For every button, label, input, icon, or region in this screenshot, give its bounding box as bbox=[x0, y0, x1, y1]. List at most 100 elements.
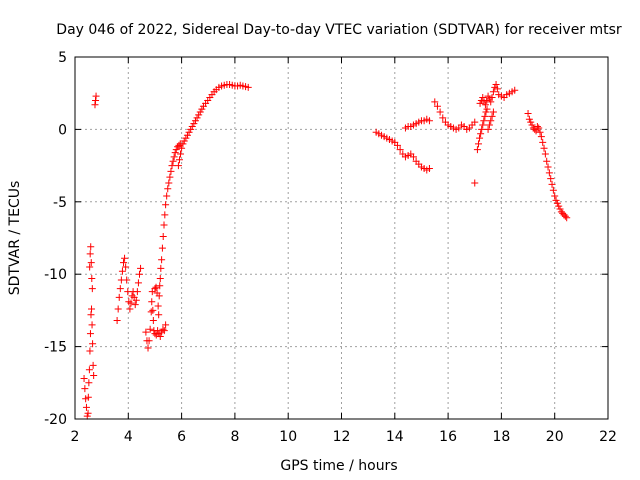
data-point bbox=[134, 279, 142, 287]
data-point bbox=[535, 124, 543, 132]
data-point bbox=[477, 130, 485, 138]
data-point bbox=[196, 108, 204, 116]
data-point bbox=[482, 108, 490, 116]
data-point bbox=[158, 256, 166, 264]
y-tick-label: 5 bbox=[58, 50, 67, 66]
data-point bbox=[86, 263, 94, 271]
data-point bbox=[489, 88, 497, 96]
data-point bbox=[87, 311, 95, 319]
data-point bbox=[476, 134, 484, 142]
data-point bbox=[179, 140, 187, 148]
data-point bbox=[177, 150, 185, 158]
data-point bbox=[146, 325, 154, 333]
data-series bbox=[80, 81, 571, 420]
data-point bbox=[156, 282, 164, 290]
data-point bbox=[543, 157, 551, 165]
data-point bbox=[126, 305, 134, 313]
data-point bbox=[163, 192, 171, 200]
data-point bbox=[481, 101, 489, 109]
data-point bbox=[132, 296, 140, 304]
data-point bbox=[89, 340, 97, 348]
data-point bbox=[537, 133, 545, 141]
data-point bbox=[478, 125, 486, 133]
x-tick-label: 14 bbox=[386, 429, 404, 445]
data-point bbox=[178, 144, 186, 152]
data-point bbox=[159, 325, 167, 333]
data-point bbox=[154, 302, 162, 310]
data-point bbox=[425, 117, 433, 125]
data-point bbox=[555, 202, 563, 210]
data-point bbox=[561, 212, 569, 220]
data-point bbox=[115, 293, 123, 301]
data-point bbox=[172, 146, 180, 154]
data-point bbox=[193, 114, 201, 122]
data-point bbox=[88, 275, 96, 283]
data-point bbox=[160, 221, 168, 229]
data-point bbox=[492, 81, 500, 89]
data-point bbox=[142, 328, 150, 336]
x-tick-label: 6 bbox=[177, 429, 186, 445]
y-axis-title: SDTVAR / TECUs bbox=[7, 181, 23, 296]
data-point bbox=[84, 393, 92, 401]
data-point bbox=[81, 385, 89, 393]
data-point bbox=[556, 205, 564, 213]
data-point bbox=[433, 102, 441, 110]
data-point bbox=[540, 144, 548, 152]
x-axis-title: GPS time / hours bbox=[280, 458, 397, 474]
data-point bbox=[120, 259, 128, 267]
x-tick-label: 22 bbox=[599, 429, 617, 445]
x-tick-label: 2 bbox=[71, 429, 80, 445]
data-point bbox=[174, 162, 182, 170]
data-point bbox=[147, 308, 155, 316]
data-point bbox=[479, 121, 487, 129]
data-point bbox=[145, 337, 153, 345]
data-point bbox=[396, 146, 404, 154]
data-point bbox=[90, 372, 98, 380]
data-point bbox=[116, 285, 124, 293]
data-point bbox=[244, 83, 252, 91]
data-point bbox=[479, 94, 487, 102]
data-point bbox=[547, 175, 555, 183]
data-point bbox=[169, 157, 177, 165]
data-point bbox=[171, 149, 179, 157]
data-point bbox=[431, 98, 439, 106]
data-point bbox=[154, 327, 162, 335]
data-point bbox=[127, 299, 135, 307]
data-point bbox=[484, 92, 492, 100]
data-point bbox=[148, 298, 156, 306]
x-tick-label: 12 bbox=[333, 429, 351, 445]
axis-ticks: 2 4 6 8 10 12 14 16 18 20 22 -20 -15 -10 -5 0 5 bbox=[44, 50, 617, 445]
data-point bbox=[488, 112, 496, 120]
x-tick-label: 18 bbox=[492, 429, 510, 445]
data-point bbox=[493, 85, 501, 93]
data-point bbox=[91, 101, 99, 109]
data-point bbox=[88, 305, 96, 313]
data-point bbox=[541, 150, 549, 158]
data-point bbox=[86, 330, 94, 338]
data-point bbox=[480, 117, 488, 125]
data-point bbox=[488, 94, 496, 102]
data-point bbox=[180, 137, 188, 145]
data-point bbox=[159, 233, 167, 241]
y-tick-label: -5 bbox=[53, 195, 67, 211]
data-point bbox=[87, 259, 95, 267]
data-point bbox=[123, 276, 131, 284]
data-point bbox=[121, 254, 129, 262]
data-point bbox=[182, 134, 190, 142]
data-point bbox=[409, 153, 417, 161]
data-point bbox=[393, 141, 401, 149]
data-point bbox=[144, 344, 152, 352]
data-point bbox=[114, 305, 122, 313]
data-point bbox=[86, 347, 94, 355]
y-tick-label: -10 bbox=[44, 267, 67, 283]
data-point bbox=[82, 403, 90, 411]
x-tick-label: 10 bbox=[279, 429, 297, 445]
data-point bbox=[86, 250, 94, 258]
data-point bbox=[474, 140, 482, 148]
x-tick-label: 4 bbox=[124, 429, 133, 445]
data-point bbox=[137, 264, 145, 272]
data-point bbox=[161, 211, 169, 219]
data-point bbox=[487, 117, 495, 125]
chart-title: Day 046 of 2022, Sidereal Day-to-day VTE… bbox=[56, 22, 622, 38]
data-point bbox=[88, 285, 96, 293]
